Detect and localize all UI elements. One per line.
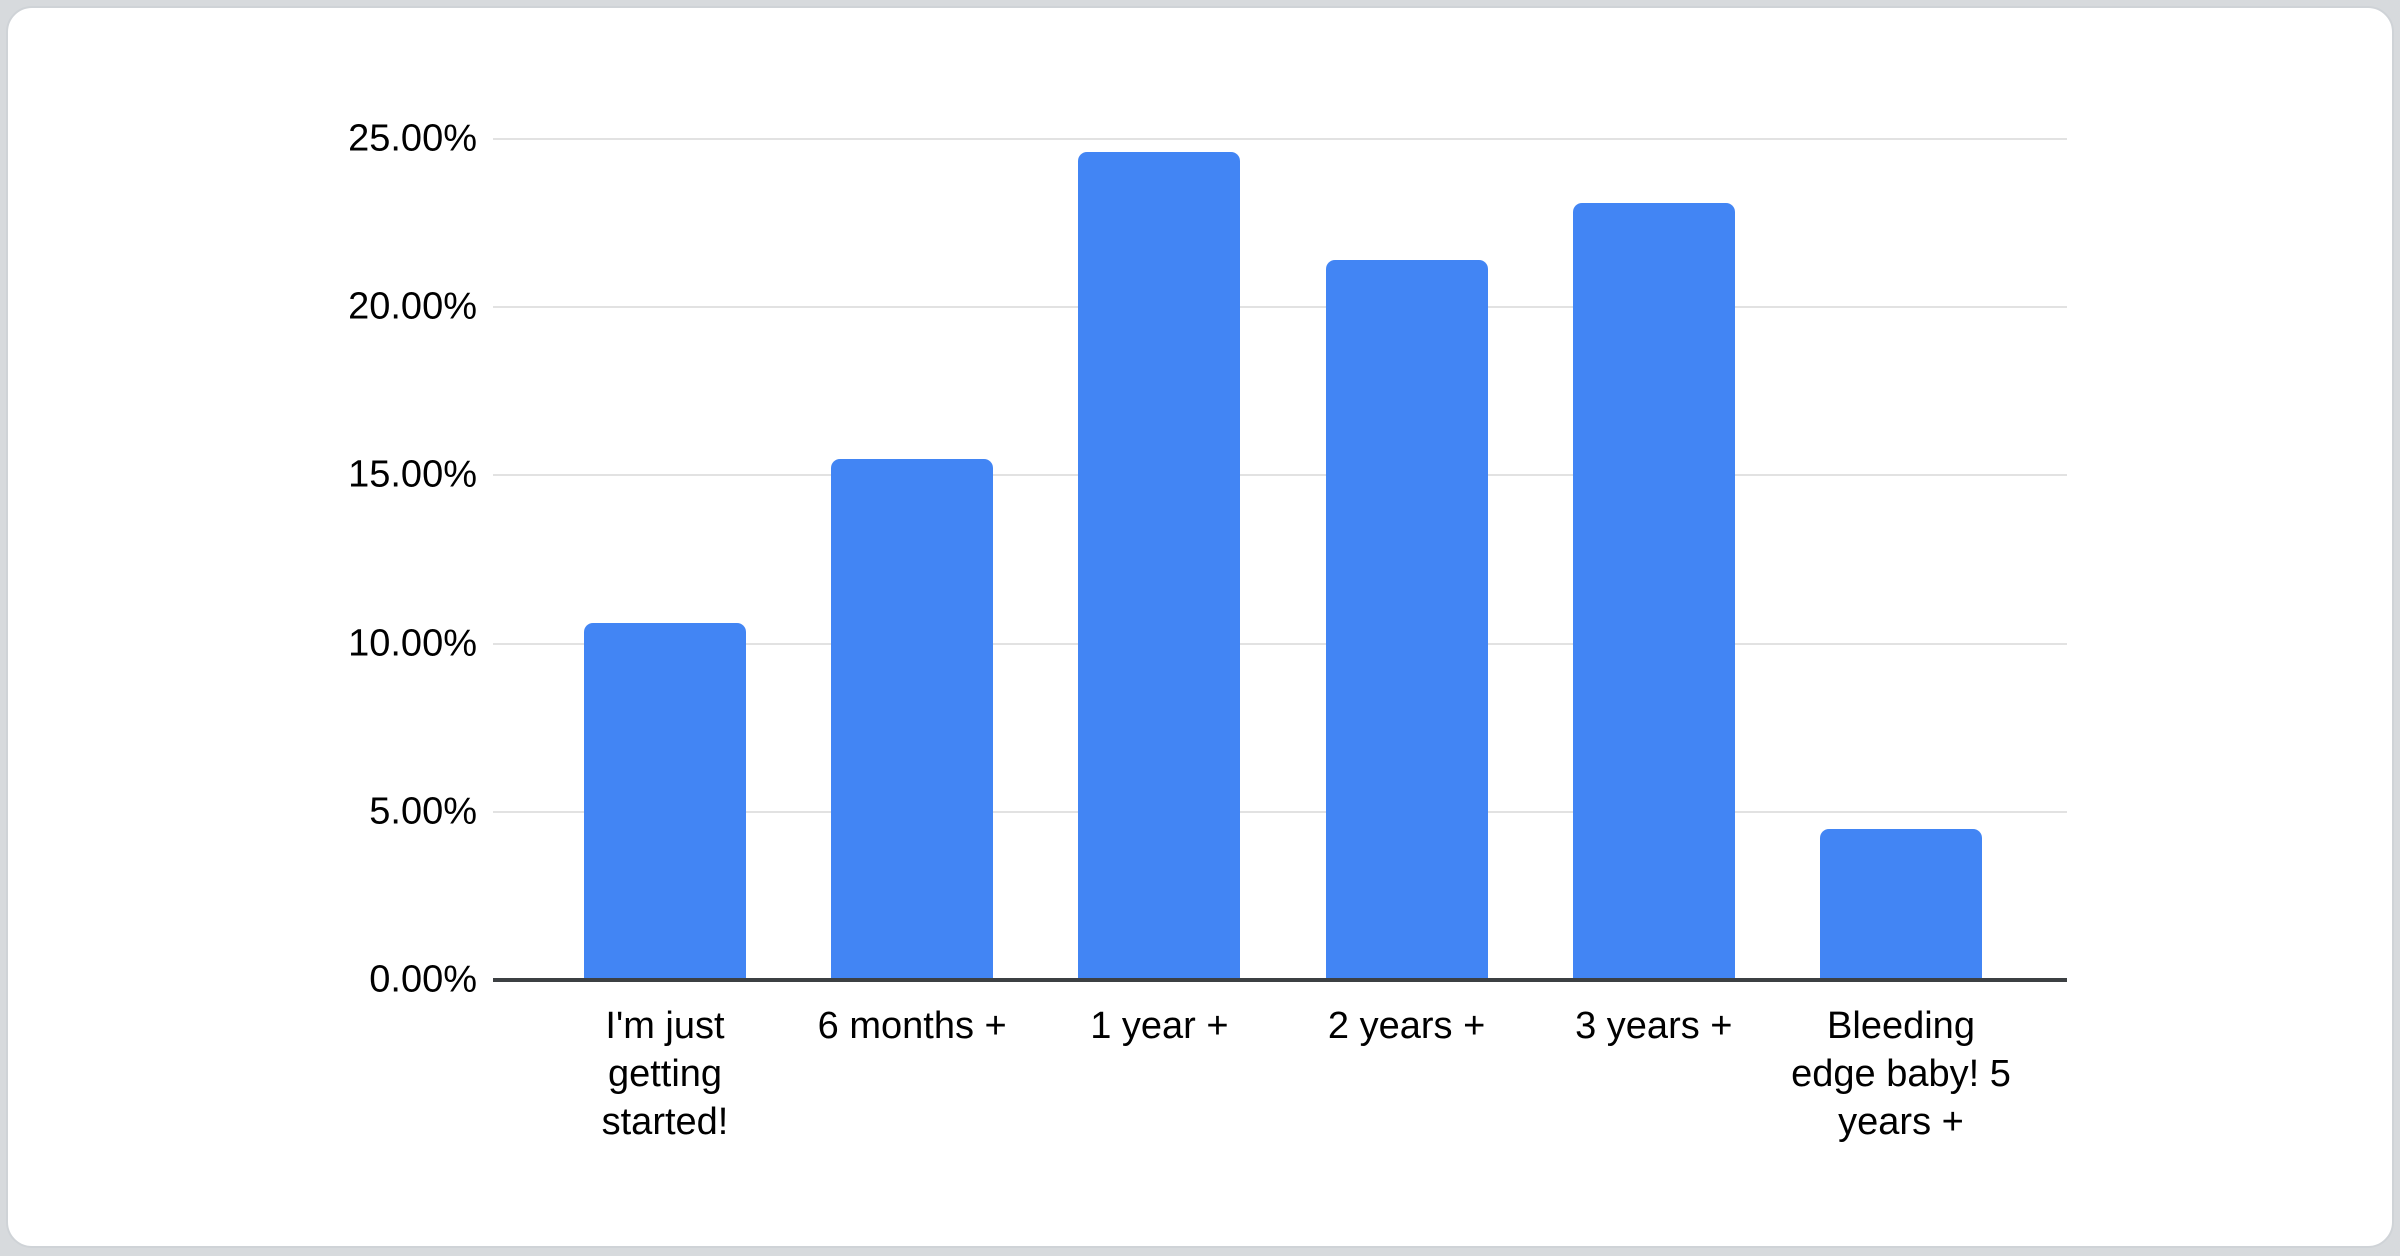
y-tick-label: 10.00% [348,622,477,665]
x-category-label: Bleeding edge baby! 5 years + [1791,1005,2011,1143]
gridline [493,474,2067,477]
gridline [493,138,2067,140]
bar[interactable] [584,623,746,980]
x-axis-line [493,978,2067,982]
bar[interactable] [1572,202,1735,980]
x-category-label: I'm just getting started! [601,1005,729,1143]
gridline [493,642,2067,645]
bar[interactable] [1325,260,1488,980]
y-tick-label: 5.00% [369,790,477,833]
x-category-label: 2 years + [1327,1005,1486,1047]
gridline [493,306,2067,309]
y-tick-label: 25.00% [348,117,477,160]
y-tick-label: 0.00% [369,958,477,1001]
y-tick-label: 15.00% [348,453,477,496]
y-tick-label: 20.00% [348,285,477,328]
plot-area [493,138,2067,982]
bar[interactable] [1078,152,1241,980]
bar[interactable] [831,458,994,980]
x-category-label: 6 months + [817,1005,1007,1047]
x-category-label: 1 year + [1090,1005,1229,1047]
gridline [493,810,2067,813]
bar[interactable] [1820,828,1982,980]
x-category-label: 3 years + [1575,1005,1733,1047]
